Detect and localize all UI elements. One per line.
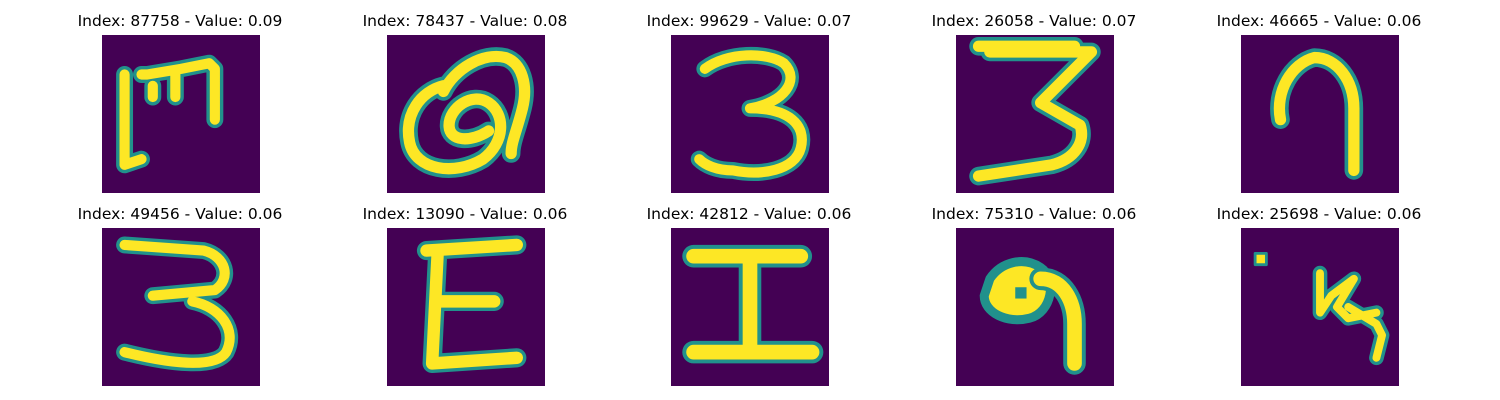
digit-image-3-wide: [116, 236, 239, 372]
letter-image-i: [682, 244, 824, 364]
panel-image-7: [671, 228, 829, 386]
panel-image-8: [956, 228, 1114, 386]
panel-image-2: [671, 35, 829, 193]
panel-image-9: [1241, 228, 1399, 386]
panel-image-6: [387, 228, 545, 386]
panel-title-0: Index: 87758 - Value: 0.09: [77, 12, 283, 30]
panel-image-1: [387, 35, 545, 193]
panel-title-5: Index: 49456 - Value: 0.06: [77, 205, 283, 223]
glyph-image-sparse: [1253, 251, 1390, 366]
panel-title-3: Index: 26058 - Value: 0.07: [931, 12, 1137, 30]
digit-image-m-like: [116, 54, 224, 174]
digit-image-3-flat: [969, 36, 1101, 186]
letter-image-e: [416, 235, 527, 374]
panel-image-0: [102, 35, 260, 193]
digit-image-loop: [399, 47, 534, 178]
digit-image-blob: [979, 257, 1086, 375]
panel-image-3: [956, 35, 1114, 193]
panel-image-4: [1241, 35, 1399, 193]
panel-title-7: Index: 42812 - Value: 0.06: [646, 205, 852, 223]
panel-title-6: Index: 13090 - Value: 0.06: [362, 205, 568, 223]
panel-title-2: Index: 99629 - Value: 0.07: [646, 12, 852, 30]
panel-title-8: Index: 75310 - Value: 0.06: [931, 205, 1137, 223]
digit-image-n-hook: [1270, 48, 1364, 180]
panel-title-4: Index: 46665 - Value: 0.06: [1216, 12, 1422, 30]
panel-image-5: [102, 228, 260, 386]
panel-title-9: Index: 25698 - Value: 0.06: [1216, 205, 1422, 223]
digit-image-3: [690, 46, 811, 181]
panel-title-1: Index: 78437 - Value: 0.08: [362, 12, 568, 30]
